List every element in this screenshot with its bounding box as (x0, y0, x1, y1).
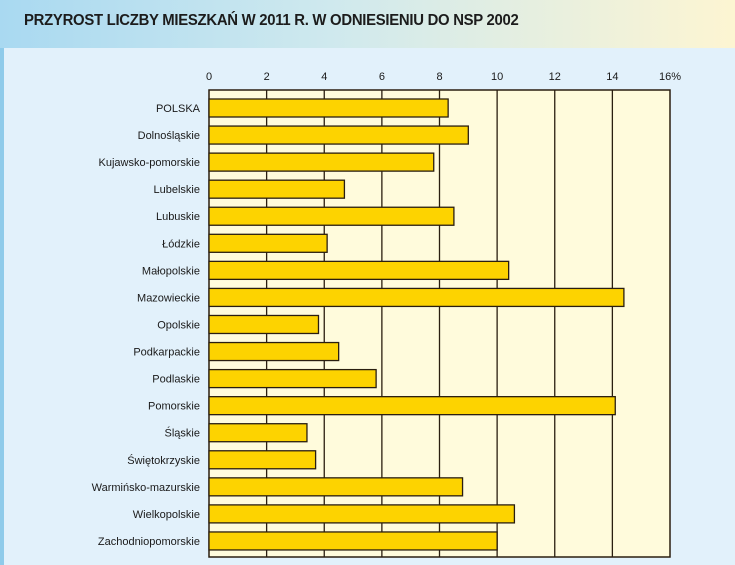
x-tick-label: 10 (491, 71, 503, 83)
bar (208, 233, 328, 253)
category-label: Świętokrzyskie (127, 454, 200, 467)
category-label: POLSKA (156, 103, 201, 115)
bar (208, 396, 616, 416)
bar (208, 152, 435, 172)
category-label: Śląskie (165, 427, 200, 440)
chart-title: PRZYROST LICZBY MIESZKAŃ W 2011 R. W ODN… (24, 12, 519, 29)
bar (208, 179, 346, 199)
category-label: Małopolskie (142, 265, 200, 277)
x-tick-label: 14 (606, 71, 618, 83)
bar (208, 531, 498, 551)
bar (208, 125, 469, 145)
bar (208, 450, 317, 470)
bar (208, 287, 625, 308)
bar (208, 341, 340, 362)
bar (208, 260, 510, 281)
left-stripe (0, 0, 4, 565)
bar (208, 368, 377, 389)
category-label: Pomorskie (148, 401, 200, 413)
x-tick-label: 16% (659, 71, 681, 83)
category-label: Wielkopolskie (133, 509, 200, 521)
category-label: Dolnośląskie (138, 130, 200, 142)
category-label: Łódzkie (162, 238, 200, 250)
bar (208, 504, 516, 524)
category-label: Podkarpackie (133, 347, 200, 359)
category-label: Warmińsko-mazurskie (92, 482, 200, 494)
bar (208, 423, 308, 443)
x-tick-label: 6 (379, 71, 385, 83)
category-label: Kujawsko-pomorskie (99, 157, 200, 169)
category-label: Lubelskie (154, 184, 200, 196)
category-label: Podlaskie (152, 374, 200, 386)
x-tick-label: 2 (264, 71, 270, 83)
bar (208, 314, 320, 335)
x-tick-label: 12 (549, 71, 561, 83)
bar (208, 98, 449, 118)
bar (208, 206, 455, 226)
x-tick-label: 8 (436, 71, 442, 83)
x-tick-label: 0 (206, 71, 212, 83)
category-label: Opolskie (157, 319, 200, 331)
category-label: Zachodniopomorskie (98, 536, 200, 548)
category-label: Mazowieckie (137, 292, 200, 304)
bar (208, 477, 464, 497)
category-label: Lubuskie (156, 211, 200, 223)
header-band (0, 0, 735, 48)
x-tick-label: 4 (321, 71, 327, 83)
